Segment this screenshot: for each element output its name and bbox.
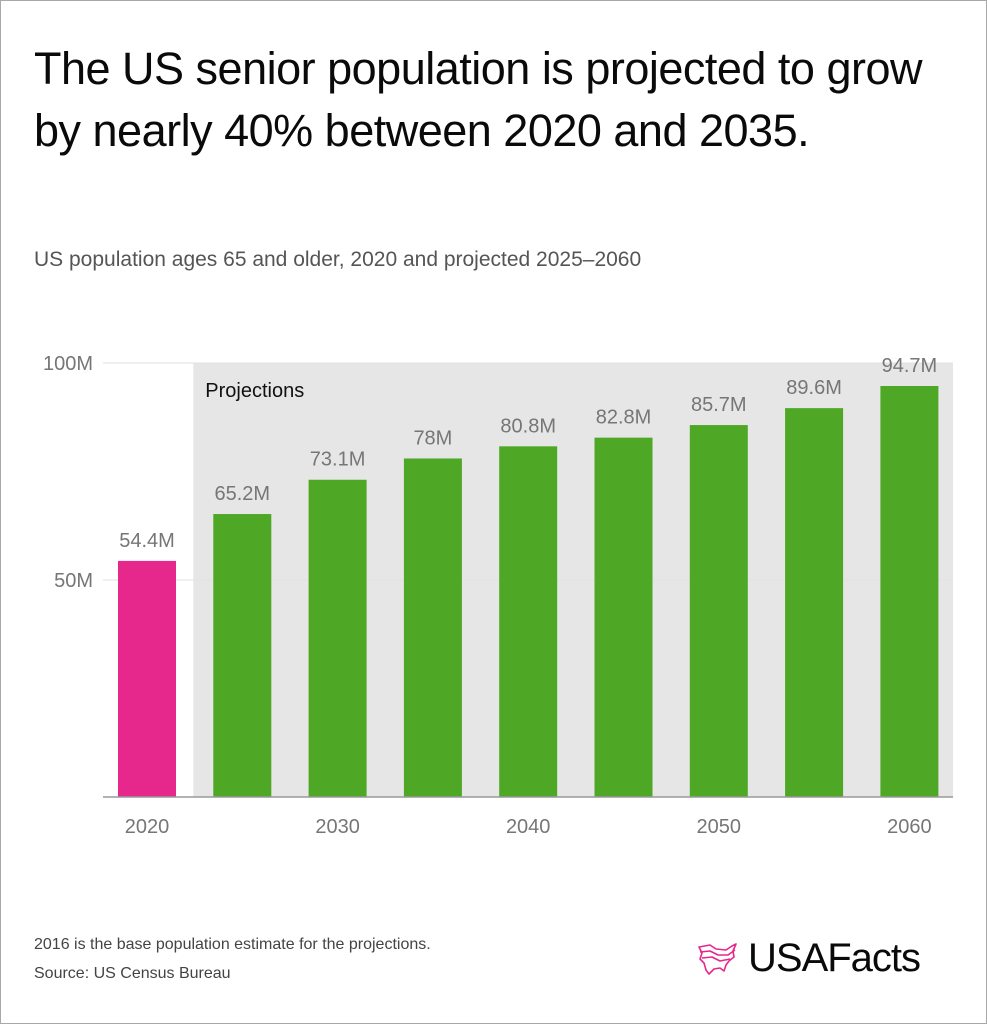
data-label: 82.8M	[596, 407, 652, 429]
chart-subtitle: US population ages 65 and older, 2020 an…	[34, 248, 642, 271]
bar	[403, 458, 462, 797]
bar	[880, 386, 939, 797]
projection-annotation: Projections	[205, 380, 304, 402]
bar	[689, 425, 748, 797]
y-tick-label: 50M	[54, 570, 93, 592]
x-tick-label: 2060	[887, 816, 932, 838]
bar	[594, 437, 653, 797]
x-tick-label: 2020	[125, 816, 170, 838]
brand-name: USAFacts	[748, 936, 921, 980]
data-label: 85.7M	[691, 394, 747, 416]
x-tick-label: 2050	[697, 816, 742, 838]
data-label: 54.4M	[119, 530, 175, 552]
footnote-note: 2016 is the base population estimate for…	[34, 936, 431, 953]
data-label: 89.6M	[786, 377, 842, 399]
footnote: 2016 is the base population estimate for…	[34, 930, 431, 988]
bar	[118, 560, 176, 797]
footnote-source: Source: US Census Bureau	[34, 965, 231, 982]
chart-title: The US senior population is projected to…	[34, 43, 923, 156]
usafacts-logo: USAFacts	[696, 936, 921, 981]
bar	[308, 479, 367, 797]
data-label: 80.8M	[500, 415, 556, 437]
data-label: 78M	[413, 427, 452, 449]
data-label: 73.1M	[310, 449, 366, 471]
data-label: 94.7M	[882, 355, 938, 377]
bar	[499, 446, 558, 797]
bar	[213, 514, 272, 797]
us-map-icon	[698, 942, 737, 975]
y-tick-label: 100M	[43, 353, 93, 375]
x-tick-label: 2030	[315, 816, 360, 838]
bar	[785, 408, 844, 797]
x-tick-label: 2040	[506, 816, 551, 838]
data-label: 65.2M	[215, 483, 271, 505]
